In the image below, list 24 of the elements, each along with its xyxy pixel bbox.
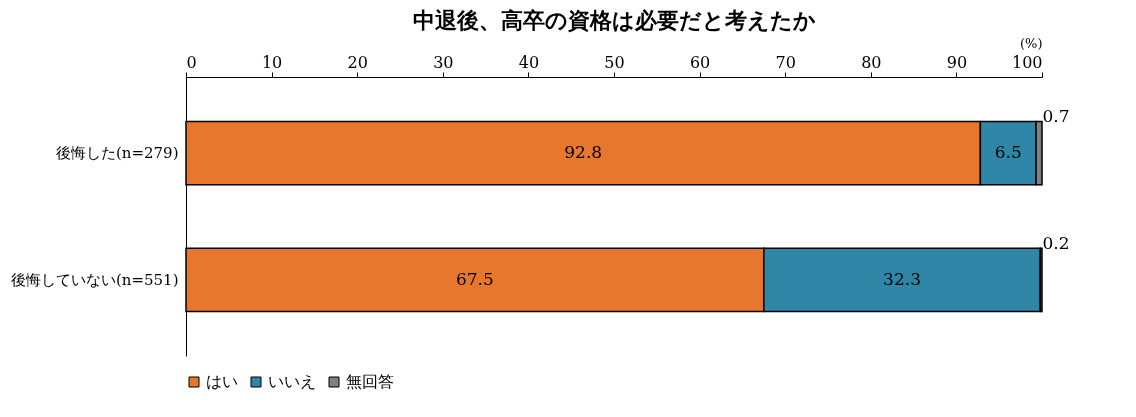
data-label: 0.7	[1042, 106, 1070, 127]
legend-label: はい	[206, 372, 238, 391]
x-tick-label: 90	[946, 52, 968, 72]
data-label: 67.5	[455, 268, 494, 289]
data-label: 0.2	[1042, 232, 1070, 253]
y-tick-label: 後悔していない(n=551)	[10, 270, 179, 289]
x-tick-label: 10	[261, 52, 283, 72]
legend-label: いいえ	[268, 372, 316, 391]
x-tick-label: 50	[604, 52, 625, 72]
data-label: 6.5	[994, 142, 1022, 163]
x-tick-label: 80	[861, 52, 882, 72]
x-tick-label: 20	[347, 52, 368, 72]
data-label: 32.3	[883, 268, 921, 289]
x-tick-label: 60	[689, 52, 711, 72]
x-tick-label: 70	[775, 52, 796, 72]
x-tick-label: 100	[1011, 52, 1043, 72]
y-tick-label: 後悔した(n=279)	[55, 144, 179, 163]
x-axis-title: (%)	[1020, 35, 1043, 51]
x-tick-label: 0	[186, 52, 197, 72]
legend-label: 無回答	[346, 372, 394, 391]
x-tick-label: 40	[518, 52, 540, 72]
chart-title: 中退後、高卒の資格は必要だと考えたか	[412, 7, 816, 33]
x-tick-label: 30	[433, 52, 454, 72]
data-label: 92.8	[564, 142, 603, 163]
